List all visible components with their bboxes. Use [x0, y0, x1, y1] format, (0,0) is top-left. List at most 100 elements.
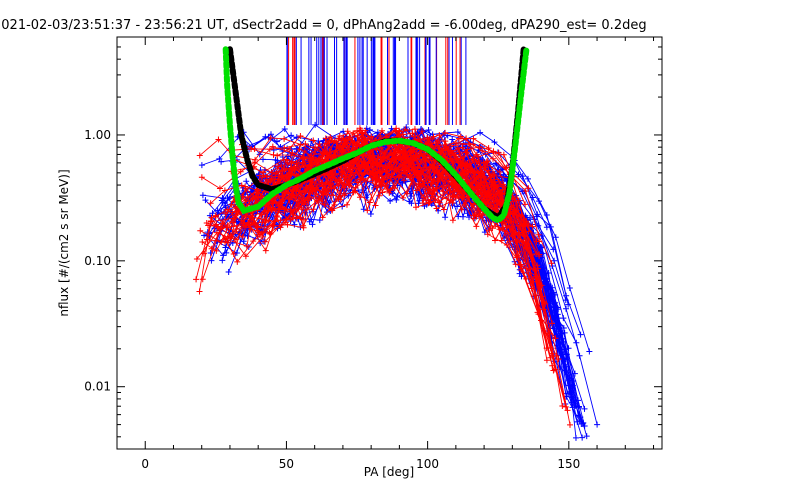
trace-point [262, 238, 269, 245]
trace-point [300, 224, 307, 231]
trace-point [258, 230, 265, 237]
trace-point [419, 199, 426, 206]
trace-point [199, 276, 206, 283]
trace-point [248, 146, 255, 153]
trace-point [200, 250, 207, 257]
trace-point [411, 133, 418, 140]
trace-point [469, 167, 476, 174]
trace-point [567, 421, 574, 428]
trace-line [276, 132, 529, 189]
trace-point [387, 198, 394, 205]
x-axis: 0 50 100 150 [116, 37, 655, 471]
trace-point [381, 151, 388, 158]
trace-point [221, 187, 228, 194]
trace-point [402, 126, 409, 133]
trace-point [294, 184, 301, 191]
trace-point [378, 157, 385, 164]
trace-point [426, 164, 433, 171]
trace-point [555, 356, 562, 363]
trace-point [199, 239, 206, 246]
trace-point [218, 158, 225, 165]
trace-point [318, 180, 325, 187]
trace-point [483, 158, 490, 165]
trace-point [533, 213, 540, 220]
trace-point [310, 206, 317, 213]
trace-point [219, 257, 226, 264]
trace-point [319, 214, 326, 221]
trace-point [281, 135, 288, 142]
trace-point [373, 181, 380, 188]
trace-point [470, 201, 477, 208]
trace-point [281, 167, 288, 174]
trace-point [578, 420, 585, 427]
trace-point [378, 176, 385, 183]
data-traces [193, 37, 601, 441]
trace-point [370, 174, 377, 181]
trace-point [362, 127, 369, 134]
trace-point [261, 219, 268, 226]
trace-point [335, 183, 342, 190]
trace-point [263, 173, 270, 180]
trace-point [440, 178, 447, 185]
trace-point [454, 203, 461, 210]
trace-point [549, 320, 556, 327]
trace-point [214, 207, 221, 214]
trace-point [458, 194, 465, 201]
trace-point [395, 166, 402, 173]
trace-point [546, 330, 553, 337]
trace-point [523, 245, 530, 252]
trace-point [503, 164, 510, 171]
trace-point [267, 134, 274, 141]
trace-point [306, 218, 313, 225]
trace-point [232, 236, 239, 243]
trace-point [312, 144, 319, 151]
trace-point [566, 389, 573, 396]
trace-line [210, 143, 543, 286]
trace-point [404, 190, 411, 197]
trace-point [201, 232, 208, 239]
trace-point [196, 152, 203, 159]
trace-point [552, 335, 559, 342]
trace-point [436, 199, 443, 206]
trace-point [477, 129, 484, 136]
trace-point [281, 125, 288, 132]
trace-point [399, 161, 406, 168]
trace-point [315, 138, 322, 145]
trace-point [418, 128, 425, 135]
trace-point [506, 225, 513, 232]
trace-point [290, 209, 297, 216]
y-tick-label: 0.01 [84, 380, 111, 394]
trace-point [239, 234, 246, 241]
trace-point [331, 137, 338, 144]
trace-point [434, 178, 441, 185]
trace-point [594, 421, 601, 428]
trace-point [350, 189, 357, 196]
trace-point [357, 176, 364, 183]
trace-point [300, 201, 307, 208]
trace-point [490, 148, 497, 155]
trace-point [193, 256, 200, 263]
trace-point [530, 278, 537, 285]
trace-point [357, 127, 364, 134]
trace-point [249, 214, 256, 221]
trace-point [498, 237, 505, 244]
trace-point [252, 156, 259, 163]
trace-point [312, 121, 319, 128]
trace-point [463, 135, 470, 142]
trace-point [356, 194, 363, 201]
trace-point [250, 238, 257, 245]
trace-point [243, 178, 250, 185]
x-tick-label: 150 [557, 457, 580, 471]
trace-point [196, 288, 203, 295]
trace-point [499, 186, 506, 193]
trace-point [298, 204, 305, 211]
trace-point [556, 363, 563, 370]
trace-point [225, 269, 232, 276]
trace-line [265, 134, 524, 225]
trace-point [220, 195, 227, 202]
trace-point [288, 152, 295, 159]
trace-point [562, 297, 569, 304]
trace-point [397, 173, 404, 180]
trace-point [325, 153, 332, 160]
